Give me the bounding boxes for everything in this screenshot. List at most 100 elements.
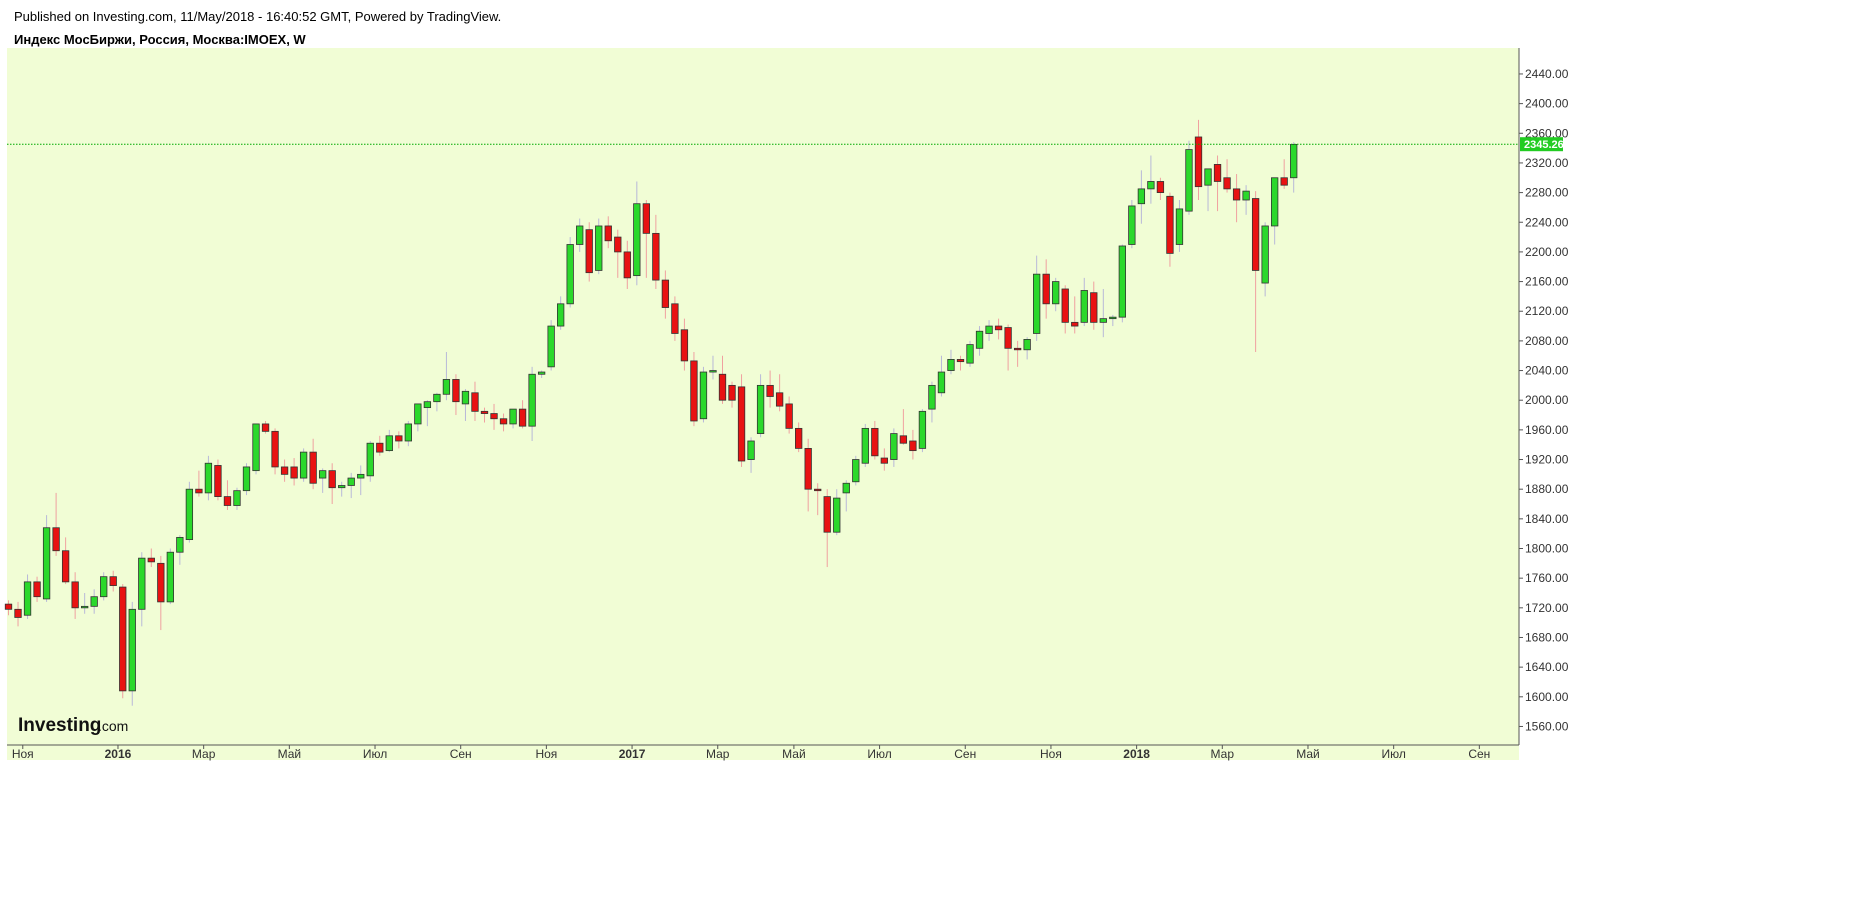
candle-body [280,466,289,475]
candle-body [766,384,774,397]
candle-body [566,244,574,305]
publish-info: Published on Investing.com, 11/May/2018 … [14,9,502,24]
candle [890,428,898,467]
candle [661,270,670,319]
candle-body [338,485,346,489]
candle [271,428,279,475]
candle-body [994,325,1003,331]
candle-body [1033,273,1041,334]
candle-body [147,557,155,563]
candle-body [975,330,984,349]
y-tick-label: 2000.00 [1525,393,1569,407]
candle [119,584,127,699]
candle-body [1213,164,1222,182]
investing-logo: Investing .com [18,715,128,736]
candle [1090,281,1098,330]
candle [1156,177,1165,201]
candle [490,403,498,430]
candle [1223,159,1231,193]
candle-body [718,373,727,401]
candle-body [966,344,974,364]
candle-body [195,488,203,494]
candle [728,381,736,408]
candle [109,570,117,592]
candle [185,481,194,543]
candle-body [252,423,260,472]
candle [909,429,917,460]
candle [718,355,727,404]
candle-body [842,482,850,494]
candle [1128,200,1136,249]
candle [576,218,584,252]
candle-body [490,413,498,420]
candle [471,381,479,421]
candle [309,438,317,490]
candle [747,437,755,473]
candle [1061,285,1069,334]
candle [585,222,593,282]
candle-body [499,418,508,425]
x-tick-label: Сен [450,747,472,761]
candle-body [1166,195,1174,254]
candle [1166,192,1174,267]
y-tick-label: 2040.00 [1525,364,1569,378]
last-price-marker: 2345.26 [7,137,1564,152]
y-tick-label: 2320.00 [1525,156,1569,170]
candle-body [899,435,908,444]
candle-body [319,470,327,479]
candle-body [81,605,89,609]
candle [138,552,146,627]
candle [737,374,746,467]
candle [461,389,470,421]
candle [290,458,298,486]
candle-body [1099,318,1107,323]
candle-body [61,550,70,583]
candle [176,535,184,565]
y-tick-label: 1880.00 [1525,482,1569,496]
candle [595,218,603,275]
candle [756,374,765,438]
candle [33,576,41,602]
candle-body [1128,205,1136,245]
candle-body [1175,208,1184,245]
candle-body [518,408,527,427]
candle-body [423,401,432,409]
candle-body [14,608,22,618]
candle-body [528,373,536,427]
candle-body [833,497,841,533]
y-tick-label: 1800.00 [1525,542,1569,556]
candle-body [128,608,136,692]
y-tick-label: 1960.00 [1525,423,1569,437]
x-axis-area [7,745,1519,760]
candle-body [909,440,917,452]
candle-body [804,448,812,490]
candle [319,468,327,493]
candle-body [985,325,993,334]
candle [90,589,98,614]
candle-body [452,379,460,403]
y-tick-label: 1680.00 [1525,630,1569,644]
candle-body [1147,181,1155,190]
candle-body [109,576,117,586]
candle [509,408,517,429]
candle-body [699,371,708,420]
candle-body [33,581,41,598]
candles [4,119,1298,706]
x-tick-label: Сен [1468,747,1490,761]
candle-body [1251,198,1260,271]
candle [242,463,251,496]
candle [528,366,536,441]
y-tick-label: 1720.00 [1525,601,1569,615]
candle-body [680,329,689,362]
candle-body [23,581,32,616]
candle [147,548,155,568]
candle-body [823,496,831,533]
candle-body [1071,321,1079,327]
y-tick-label: 1760.00 [1525,571,1569,585]
candle-body [547,325,555,368]
candle-body [480,410,489,414]
candle [1175,200,1184,252]
candle-body [1023,339,1031,351]
candle [61,537,70,585]
